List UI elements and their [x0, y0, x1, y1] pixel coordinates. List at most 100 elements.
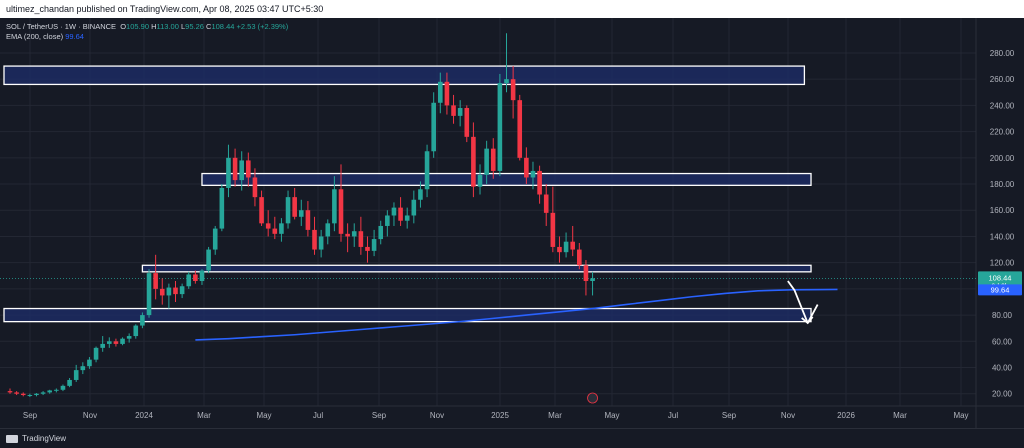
open-label: O: [120, 22, 127, 31]
y-tick-label: 140.00: [990, 232, 1015, 241]
candle-body: [120, 338, 125, 344]
candle-body: [193, 274, 198, 282]
candle-body: [212, 228, 218, 250]
support-resistance-zone: [141, 264, 812, 273]
candle-body: [365, 246, 370, 251]
candle-body: [73, 370, 79, 380]
candle-body: [60, 385, 66, 390]
x-tick-label: Nov: [83, 411, 97, 420]
candle-body: [113, 341, 119, 344]
candle-body: [438, 81, 443, 103]
candle-body: [371, 239, 377, 251]
candle-body: [54, 389, 59, 391]
y-tick-label: 200.00: [990, 154, 1015, 163]
projection-arrowhead: [801, 316, 814, 325]
candle-body: [153, 273, 158, 289]
x-tick-label: Mar: [548, 411, 562, 420]
candle-body: [358, 231, 364, 247]
candle-body: [159, 288, 165, 296]
candle-body: [318, 236, 324, 250]
x-tick-label: Sep: [372, 411, 387, 420]
low-value: 95.26: [185, 22, 204, 31]
x-tick-label: Jul: [668, 411, 678, 420]
candle-body: [424, 151, 430, 190]
candle-body: [504, 79, 509, 84]
chart-area[interactable]: 20.0040.0060.0080.00100.00120.00140.0016…: [0, 18, 1024, 428]
chart-legend: SOL / TetherUS · 1W · BINANCE O105.90 H1…: [6, 22, 288, 42]
candle-body: [279, 223, 284, 234]
candle-body: [87, 359, 92, 367]
y-tick-label: 40.00: [992, 364, 1013, 373]
candle-body: [557, 246, 562, 253]
candle-body: [285, 197, 291, 224]
candle-body: [252, 177, 258, 198]
candle-body: [345, 233, 350, 237]
candle-body: [444, 81, 450, 106]
candle-body: [471, 136, 476, 187]
candle-body: [34, 393, 39, 396]
brand-label: TradingView: [22, 434, 67, 443]
candle-body: [206, 249, 211, 271]
ohlc-line: SOL / TetherUS · 1W · BINANCE O105.90 H1…: [6, 22, 288, 32]
candle-body: [186, 274, 192, 287]
x-tick-label: Sep: [23, 411, 38, 420]
support-resistance-zone: [3, 65, 806, 86]
candle-body: [563, 241, 569, 253]
projection-arrow: [787, 280, 819, 324]
candle-body: [14, 392, 19, 394]
candle-body: [140, 315, 145, 326]
candle-body: [577, 249, 582, 266]
candle-body: [312, 229, 317, 250]
x-tick-label: Nov: [430, 411, 444, 420]
y-tick-label: 120.00: [990, 259, 1015, 268]
candle-body: [246, 160, 251, 178]
candle-body: [418, 189, 423, 200]
candle-body: [530, 170, 536, 178]
candle-body: [40, 392, 46, 394]
candle-body: [411, 199, 417, 216]
close-label: C: [206, 22, 212, 31]
candle-body: [298, 210, 304, 217]
candle-body: [550, 212, 556, 247]
candle-body: [497, 83, 503, 171]
x-tick-label: Jul: [313, 411, 323, 420]
candle-body: [166, 287, 172, 296]
x-tick-label: Sep: [722, 411, 737, 420]
candle-body: [232, 157, 238, 181]
candle-body: [199, 270, 205, 282]
candle-body: [431, 102, 436, 152]
ema-label: EMA (200, close): [6, 32, 64, 41]
candle-body: [524, 157, 529, 178]
price-chart[interactable]: 20.0040.0060.0080.00100.00120.00140.0016…: [0, 18, 1024, 428]
ema-line-legend: EMA (200, close) 99.64: [6, 32, 288, 42]
x-tick-label: 2025: [491, 411, 509, 420]
close-value: 108.44: [211, 22, 235, 31]
candle-body: [126, 336, 132, 339]
y-tick-label: 160.00: [990, 206, 1015, 215]
event-marker-icon: [587, 392, 598, 404]
high-label: H: [151, 22, 157, 31]
candle-body: [543, 194, 549, 213]
candle-body: [219, 187, 225, 229]
candle-body: [351, 231, 357, 237]
ema-value: 99.64: [65, 32, 84, 41]
tradingview-logo-icon: [6, 434, 18, 443]
candle-body: [259, 197, 264, 224]
candle-body: [391, 207, 397, 216]
candle-body: [27, 395, 33, 397]
x-tick-label: Mar: [893, 411, 907, 420]
x-tick-label: 2024: [135, 411, 153, 420]
candle-body: [510, 79, 516, 101]
candle-body: [107, 341, 112, 344]
candle-body: [93, 347, 99, 360]
open-value: 105.90: [126, 22, 149, 31]
x-tick-label: Mar: [197, 411, 211, 420]
high-value: 113.00: [156, 22, 179, 31]
candle-body: [477, 174, 483, 187]
candle-body: [100, 343, 105, 348]
last-price-tag-value: 108.44: [989, 273, 1012, 282]
candle-body: [272, 228, 278, 234]
candle-body: [457, 108, 463, 116]
ema-200-line: [195, 288, 838, 341]
